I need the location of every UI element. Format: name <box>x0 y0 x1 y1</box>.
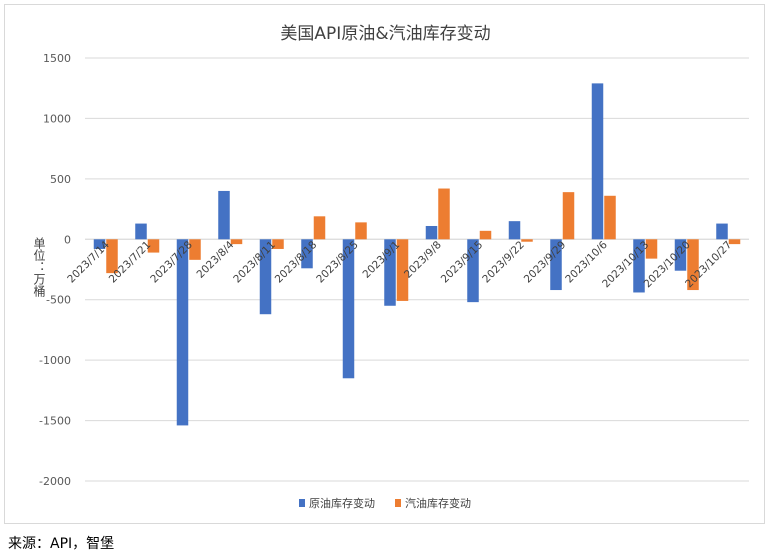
bar-gasoline <box>562 192 575 240</box>
legend: 原油库存变动 汽油库存变动 <box>299 496 471 510</box>
gridlines <box>85 57 749 482</box>
bar-crude <box>342 239 355 379</box>
bar-gasoline <box>438 188 450 240</box>
x-tick-label: 2023/8/4 <box>195 239 237 281</box>
bar-crude <box>93 239 106 249</box>
legend-swatch <box>395 499 401 507</box>
bar-crude <box>716 223 728 240</box>
y-axis-ticks: 1500 1000 500 0 -500 -1000 -1500 -2000 <box>39 52 71 488</box>
bar-gasoline <box>355 222 367 240</box>
bar-gasoline <box>230 239 243 245</box>
bar-gasoline <box>604 195 616 240</box>
bar-crude <box>508 221 521 240</box>
bar-crude <box>591 83 604 240</box>
y-tick-label: -2000 <box>39 475 71 488</box>
y-tick-label: 500 <box>50 173 71 186</box>
x-tick-label: 2023/9/22 <box>480 239 527 286</box>
bar-crude <box>176 239 189 426</box>
bar-gasoline <box>147 239 160 253</box>
bar-crude <box>467 239 479 303</box>
chart-frame: 美国API原油&汽油库存变动 1500 1000 500 0 -500 -1000 -150… <box>4 4 765 524</box>
y-axis-label: 单位：万桶 <box>32 237 46 297</box>
bar-crude <box>425 225 438 240</box>
bar-crude <box>259 239 272 315</box>
source-note: 来源：API，智堡 <box>8 536 115 552</box>
bar-gasoline <box>479 230 492 240</box>
bar-gasoline <box>189 239 201 260</box>
y-tick-label: -500 <box>46 294 71 307</box>
legend-label: 汽油库存变动 <box>405 496 471 510</box>
bar-gasoline <box>313 216 326 240</box>
x-tick-label: 2023/9/8 <box>402 239 444 281</box>
y-tick-label: 1500 <box>43 52 71 65</box>
y-tick-label: 1000 <box>43 112 71 125</box>
y-tick-label: -1500 <box>39 415 71 428</box>
chart-title: 美国API原油&汽油库存变动 <box>280 24 491 44</box>
y-tick-label: -1000 <box>39 354 71 367</box>
chart-plot: 1500 1000 500 0 -500 -1000 -1500 -2000 2023/7/1… <box>39 52 749 510</box>
bar-gasoline <box>687 239 699 291</box>
y-tick-label: 0 <box>64 233 71 246</box>
bar-gasoline <box>645 239 658 259</box>
bar-crude <box>384 239 396 306</box>
bars <box>93 83 741 426</box>
x-tick-label: 2023/9/1 <box>361 239 403 281</box>
legend-swatch <box>299 499 305 507</box>
bar-crude <box>633 239 645 293</box>
bar-crude <box>135 223 147 240</box>
bar-crude <box>301 239 313 269</box>
bar-crude <box>218 190 230 240</box>
bar-gasoline <box>396 239 409 301</box>
legend-label: 原油库存变动 <box>309 496 375 510</box>
bar-crude <box>550 239 562 291</box>
x-tick-label: 2023/7/14 <box>65 239 112 286</box>
bar-gasoline <box>272 239 284 249</box>
bar-gasoline <box>728 239 741 245</box>
bar-gasoline <box>521 239 533 242</box>
bar-crude <box>674 239 687 271</box>
bar-gasoline <box>106 239 118 274</box>
